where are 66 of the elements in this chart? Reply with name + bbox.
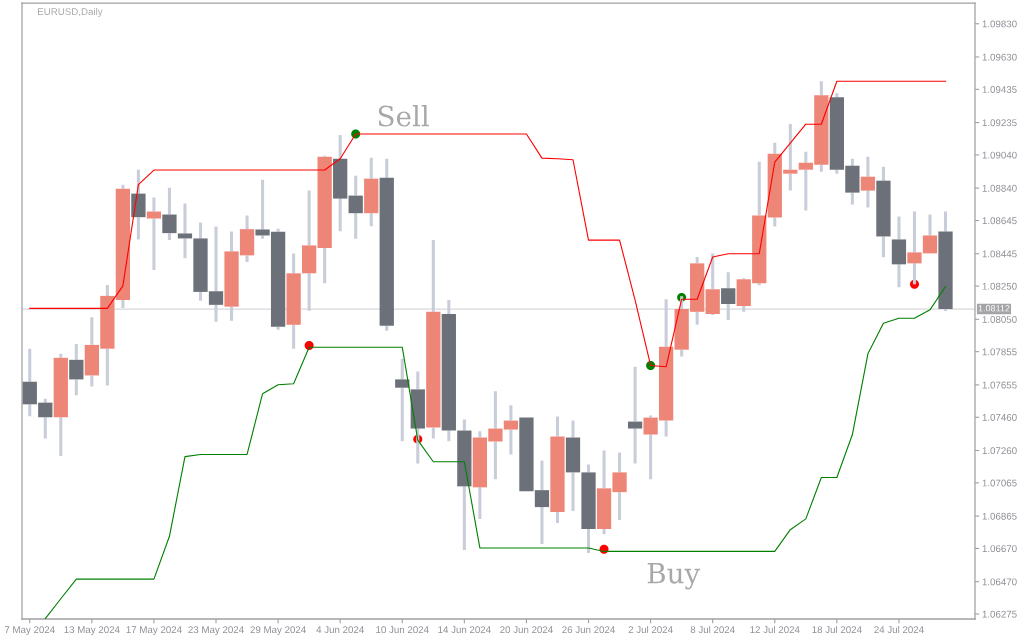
y-tick-label: 1.07065 (982, 479, 1017, 487)
candlestick (146, 197, 162, 270)
y-tick-label: 1.09830 (982, 20, 1017, 28)
y-tick-label: 1.08840 (982, 184, 1017, 192)
x-tick-label: 23 May 2024 (188, 626, 244, 636)
candlestick (333, 135, 348, 232)
ref-line-label: 1.08112 (978, 305, 1010, 312)
y-tick-label: 1.09235 (982, 119, 1017, 127)
y-tick-label: 1.09435 (982, 86, 1017, 93)
x-tick-label: 2 Jul 2024 (628, 625, 673, 634)
candlestick (162, 187, 177, 241)
x-tick-label: 8 Jul 2024 (690, 625, 735, 634)
candlestick (441, 300, 456, 442)
x-tick-label: 24 Jul 2024 (874, 625, 924, 634)
y-tick-label: 1.08645 (982, 217, 1017, 225)
x-tick-label: 12 Jul 2024 (750, 625, 800, 634)
candlestick (286, 253, 301, 349)
y-tick-label: 1.09040 (982, 151, 1017, 159)
candlestick (379, 158, 394, 331)
candlestick (938, 211, 953, 311)
y-tick-label: 1.06670 (982, 545, 1017, 553)
candlestick (395, 358, 410, 442)
x-tick-label: 4 Jun 2024 (316, 626, 364, 634)
candlestick (426, 240, 441, 439)
candlestick (348, 175, 363, 239)
x-tick-label: 7 May 2024 (4, 626, 55, 636)
y-tick-label: 1.06865 (982, 512, 1017, 520)
candlestick (891, 216, 907, 288)
y-tick-label: 1.07655 (982, 381, 1017, 389)
y-tick-label: 1.06275 (982, 610, 1017, 618)
candlestick (550, 416, 565, 524)
candlestick (876, 166, 891, 258)
annotation: Buy (647, 563, 701, 590)
candlestick (177, 203, 193, 259)
candlestick (627, 366, 643, 464)
candlestick (565, 420, 581, 512)
y-tick-label: 1.07855 (982, 348, 1017, 356)
x-tick-label: 17 May 2024 (126, 626, 182, 636)
y-tick-label: 1.08250 (982, 282, 1017, 290)
y-tick-label: 1.08445 (982, 250, 1017, 258)
x-tick-label: 14 Jun 2024 (438, 626, 491, 634)
line-series (29, 80, 947, 368)
candlestick (581, 464, 596, 553)
candlestick (860, 156, 876, 208)
candlestick (721, 272, 736, 320)
candlestick (364, 157, 379, 227)
x-tick-label: 10 Jun 2024 (376, 626, 429, 634)
y-tick-label: 1.07460 (982, 414, 1017, 421)
y-tick-label: 1.06470 (982, 578, 1017, 586)
candlestick (53, 353, 68, 457)
candlestick (69, 343, 84, 396)
candlestick (131, 169, 146, 240)
y-tick-label: 1.09630 (982, 53, 1017, 61)
chart-title: EURUSD,Daily (38, 7, 103, 17)
y-tick-label: 1.08050 (982, 316, 1017, 323)
x-tick-label: 18 Jul 2024 (812, 625, 862, 634)
line-series (44, 285, 947, 619)
candlestick (302, 190, 317, 311)
x-tick-label: 26 Jun 2024 (562, 626, 615, 634)
annotation: Sell (378, 105, 429, 127)
x-tick-label: 13 May 2024 (64, 626, 120, 636)
candlestick (457, 419, 472, 550)
x-tick-label: 20 Jun 2024 (500, 626, 553, 634)
y-tick-label: 1.07260 (982, 447, 1017, 455)
x-tick-label: 29 May 2024 (250, 626, 306, 636)
candlestick (317, 156, 332, 284)
